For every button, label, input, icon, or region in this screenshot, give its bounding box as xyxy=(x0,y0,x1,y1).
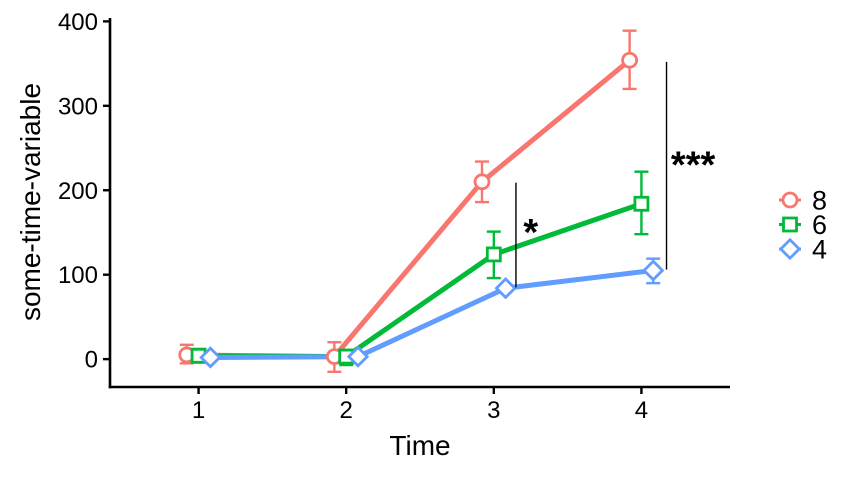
x-tick-label: 4 xyxy=(635,397,648,424)
series-line-4 xyxy=(210,267,654,360)
y-tick-label: 400 xyxy=(58,9,98,36)
x-axis-title: Time xyxy=(389,430,450,461)
x-tick-label: 2 xyxy=(340,397,353,424)
data-point-4-t3 xyxy=(494,277,517,300)
data-point-6-t3 xyxy=(485,246,502,263)
legend-label-6: 6 xyxy=(812,210,827,240)
data-point-6-t4 xyxy=(633,195,650,212)
significance-stars: * xyxy=(523,212,538,254)
significance-stars: *** xyxy=(671,144,716,186)
data-point-4-t4 xyxy=(642,259,665,282)
legend-key-8 xyxy=(781,191,799,209)
data-point-8-t4 xyxy=(621,51,639,69)
legend-key-4 xyxy=(778,237,802,261)
data-point-4-t1 xyxy=(199,346,222,369)
y-tick-label: 100 xyxy=(58,262,98,289)
x-tick-label: 1 xyxy=(192,397,205,424)
y-tick-label: 0 xyxy=(85,347,98,374)
y-tick-label: 300 xyxy=(58,93,98,120)
y-axis-title: some-time-variable xyxy=(15,83,46,321)
legend-label-8: 8 xyxy=(812,186,827,216)
legend-label-4: 4 xyxy=(812,235,827,265)
y-tick-label: 200 xyxy=(58,178,98,205)
data-point-8-t3 xyxy=(473,173,491,191)
x-tick-label: 3 xyxy=(487,397,500,424)
data-point-4-t2 xyxy=(346,345,370,368)
legend-key-6 xyxy=(782,216,798,233)
